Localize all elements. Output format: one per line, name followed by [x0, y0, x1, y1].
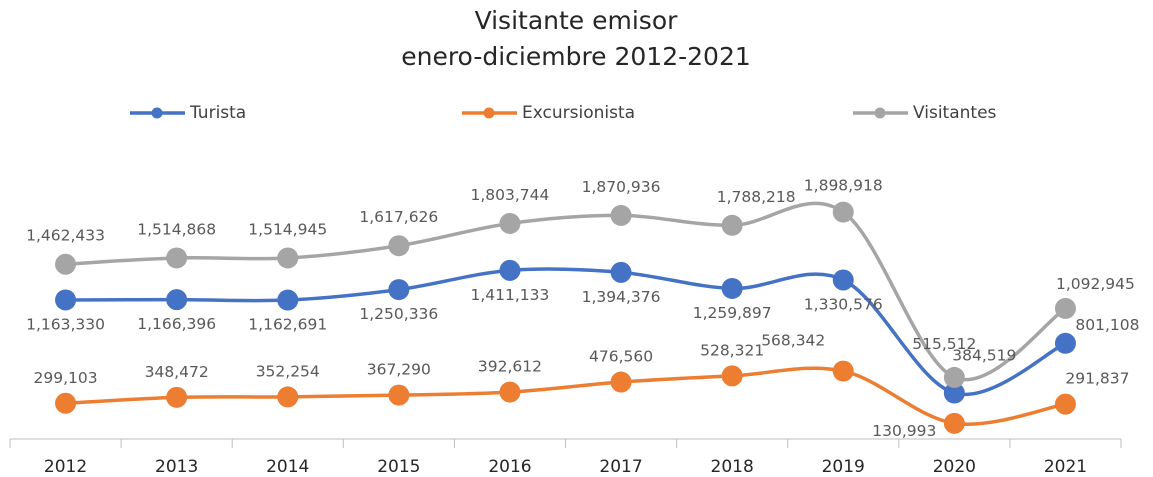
- point-marker: [610, 371, 632, 393]
- point-marker: [832, 269, 854, 291]
- data-label: 1,462,433: [26, 227, 105, 245]
- point-marker: [55, 289, 77, 311]
- data-label: 801,108: [1075, 316, 1139, 334]
- data-label: 1,250,336: [359, 305, 438, 323]
- chart-subtitle: enero-diciembre 2012-2021: [401, 42, 751, 71]
- data-label: 1,259,897: [693, 304, 772, 322]
- point-marker: [166, 289, 188, 311]
- data-label: 1,788,218: [717, 188, 796, 206]
- data-label: 1,394,376: [582, 288, 661, 306]
- point-marker: [721, 277, 743, 299]
- x-tick-label: 2019: [822, 457, 865, 477]
- data-label: 348,472: [145, 363, 209, 381]
- data-label: 1,166,396: [137, 315, 216, 333]
- data-label: 1,514,945: [248, 220, 327, 238]
- data-label: 299,103: [33, 369, 97, 387]
- legend-marker: [151, 107, 163, 119]
- x-tick-label: 2020: [933, 457, 976, 477]
- data-label: 352,254: [256, 362, 320, 380]
- point-marker: [277, 289, 299, 311]
- point-marker: [943, 366, 965, 388]
- series-line: [65, 366, 1066, 426]
- data-label: 528,321: [700, 341, 764, 359]
- point-marker: [832, 201, 854, 223]
- data-label: 130,993: [872, 422, 936, 440]
- data-label: 1,092,945: [1056, 275, 1135, 293]
- x-tick-label: 2015: [377, 457, 420, 477]
- data-label: 1,163,330: [26, 315, 105, 333]
- point-marker: [277, 247, 299, 269]
- point-marker: [55, 392, 77, 414]
- x-tick-label: 2014: [266, 457, 309, 477]
- data-label: 1,617,626: [359, 208, 438, 226]
- point-marker: [943, 412, 965, 434]
- point-marker: [388, 235, 410, 257]
- point-marker: [1054, 393, 1076, 415]
- legend-label: Visitantes: [913, 103, 997, 123]
- chart-title: Visitante emisor: [475, 6, 679, 35]
- point-marker: [277, 386, 299, 408]
- point-marker: [721, 365, 743, 387]
- legend-marker: [874, 107, 886, 119]
- point-marker: [721, 214, 743, 236]
- point-marker: [55, 253, 77, 275]
- data-label: 1,870,936: [582, 178, 661, 196]
- data-label: 384,519: [952, 347, 1016, 365]
- point-marker: [166, 386, 188, 408]
- point-marker: [832, 360, 854, 382]
- x-tick-label: 2017: [599, 457, 642, 477]
- point-marker: [610, 261, 632, 283]
- x-tick-label: 2021: [1044, 457, 1087, 477]
- point-marker: [499, 381, 521, 403]
- data-label: 1,162,691: [248, 316, 327, 334]
- data-label: 476,560: [589, 348, 653, 366]
- point-marker: [388, 279, 410, 301]
- data-label: 1,803,744: [471, 186, 550, 204]
- x-tick-label: 2013: [155, 457, 198, 477]
- data-label: 1,411,133: [471, 286, 550, 304]
- legend-marker: [483, 107, 495, 119]
- x-tick-label: 2016: [488, 457, 531, 477]
- data-label: 291,837: [1065, 370, 1129, 388]
- x-tick-label: 2012: [44, 457, 87, 477]
- point-marker: [610, 204, 632, 226]
- data-label: 392,612: [478, 358, 542, 376]
- point-marker: [499, 212, 521, 234]
- point-marker: [1054, 332, 1076, 354]
- point-marker: [166, 247, 188, 269]
- point-marker: [943, 382, 965, 404]
- x-tick-label: 2018: [711, 457, 754, 477]
- series-line: [65, 201, 1067, 382]
- point-marker: [499, 259, 521, 281]
- data-label: 515,512: [912, 335, 976, 353]
- point-marker: [1054, 297, 1076, 319]
- data-label: 1,330,576: [804, 295, 883, 313]
- point-marker: [388, 384, 410, 406]
- data-label: 1,898,918: [804, 177, 883, 195]
- series-line: [65, 267, 1067, 397]
- data-label: 367,290: [367, 361, 431, 379]
- data-label: 1,514,868: [137, 220, 216, 238]
- legend-label: Excursionista: [522, 103, 635, 123]
- data-label: 568,342: [761, 332, 825, 350]
- legend-label: Turista: [189, 103, 246, 123]
